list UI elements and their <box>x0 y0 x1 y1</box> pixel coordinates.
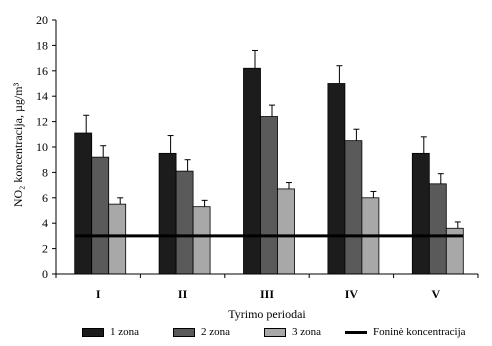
bar-1-zona-III <box>243 67 261 275</box>
x-category-label-V: V <box>431 287 440 301</box>
y-tick-label: 10 <box>36 140 48 154</box>
legend-item-reference-line: Foninė koncentracija <box>345 326 466 338</box>
y-tick-label: 12 <box>36 115 48 129</box>
bar-3-zona-I <box>108 203 127 275</box>
y-tick-label: 4 <box>42 216 48 230</box>
axes <box>55 20 478 275</box>
bar-1-zona-IV <box>327 83 346 275</box>
y-axis-ticks: 0 2 4 6 8 10 12 14 16 18 20 <box>36 13 56 281</box>
bar-2-zona-IV <box>344 140 363 275</box>
x-axis-title: Tyrimo periodai <box>228 307 306 321</box>
bar-series <box>74 67 464 275</box>
bar-3-zona-II <box>192 206 211 275</box>
legend-item-series-2: 2 zona <box>173 326 230 338</box>
bar-1-zona-V <box>411 152 430 275</box>
y-tick-label: 14 <box>36 89 48 103</box>
y-tick-label: 6 <box>42 191 48 205</box>
legend-label-series-2: 2 zona <box>201 326 231 338</box>
y-tick-label: 2 <box>42 242 48 256</box>
x-axis-category-labels: I II III IV V <box>55 274 479 301</box>
x-category-label-I: I <box>96 287 101 301</box>
legend-label-reference-line: Foninė koncentracija <box>373 326 466 338</box>
legend: 1 zona 2 zona 3 zona Foninė koncentracij… <box>0 326 492 344</box>
x-category-label-IV: IV <box>345 287 359 301</box>
legend-label-series-3: 3 zona <box>292 326 322 338</box>
x-category-label-III: III <box>260 287 274 301</box>
legend-swatch-series-3 <box>264 327 286 337</box>
y-axis-title: NO₂ koncentracija, µg/m³ <box>11 82 25 207</box>
legend-label-series-1: 1 zona <box>110 326 140 338</box>
bar-2-zona-II <box>175 170 194 275</box>
bar-3-zona-III <box>277 188 295 275</box>
error-bars <box>83 49 461 229</box>
y-tick-label: 16 <box>36 64 48 78</box>
y-tick-label: 18 <box>36 38 48 52</box>
legend-item-series-3: 3 zona <box>264 326 321 338</box>
y-tick-label: 8 <box>42 165 48 179</box>
bar-1-zona-II <box>158 152 177 275</box>
bar-2-zona-V <box>428 183 447 275</box>
bar-2-zona-I <box>91 156 110 275</box>
x-category-label-II: II <box>178 287 188 301</box>
y-tick-label: 20 <box>36 13 48 27</box>
legend-swatch-series-1 <box>82 327 104 337</box>
legend-item-series-1: 1 zona <box>82 326 139 338</box>
y-tick-label: 0 <box>42 267 48 281</box>
bar-2-zona-III <box>260 116 278 275</box>
legend-swatch-series-2 <box>173 327 195 337</box>
legend-line-swatch <box>345 330 367 334</box>
bar-1-zona-I <box>74 132 93 275</box>
